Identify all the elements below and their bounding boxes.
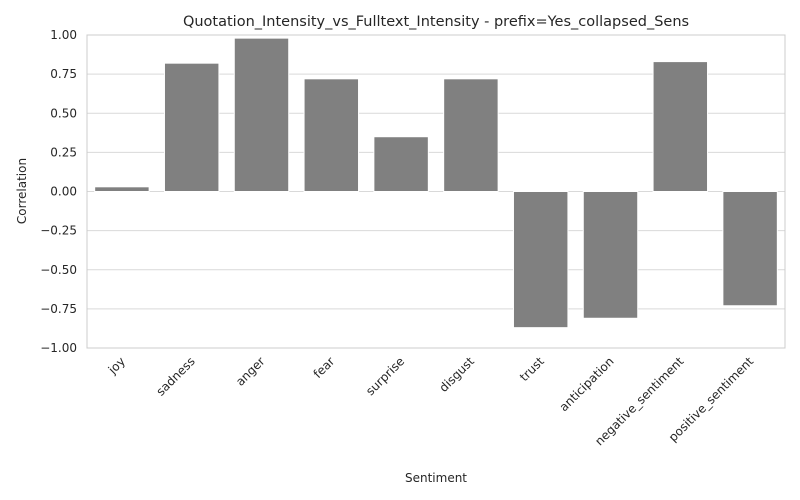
x-tick-label: sadness: [153, 354, 197, 398]
x-tick-label: anger: [233, 354, 268, 389]
bar-sadness: [163, 62, 220, 192]
x-tick-label: anticipation: [557, 354, 617, 414]
bar-anger: [233, 37, 290, 192]
y-tick-label: 1.00: [50, 28, 77, 42]
plot-frame: [86, 34, 786, 349]
y-tick-label: −0.25: [40, 224, 77, 238]
x-tick-label: joy: [105, 354, 128, 377]
y-tick-label: −0.75: [40, 302, 77, 316]
x-tick-label: surprise: [363, 354, 407, 398]
bars: [94, 37, 778, 329]
bar-positive_sentiment: [722, 191, 778, 307]
bar-disgust: [443, 78, 499, 192]
y-tick-label: 0.25: [50, 145, 77, 159]
y-axis-ticks: 1.00 0.75 0.50 0.25 0.00 −0.25 −0.50 −0.75 −1.00: [40, 28, 77, 355]
x-tick-label: trust: [517, 354, 547, 384]
y-tick-label: 0.50: [50, 106, 77, 120]
bar-trust: [512, 191, 569, 329]
bar-anticipation: [582, 191, 639, 319]
bar-joy: [94, 186, 150, 192]
bar-fear: [303, 78, 360, 192]
chart-title: Quotation_Intensity_vs_Fulltext_Intensit…: [183, 14, 689, 30]
bar-negative_sentiment: [652, 61, 709, 193]
y-tick-label: 0.00: [50, 185, 77, 199]
y-tick-label: −1.00: [40, 341, 77, 355]
x-tick-label: fear: [311, 354, 338, 381]
y-axis-label: Correlation: [15, 158, 29, 224]
x-tick-label: disgust: [436, 354, 477, 395]
y-tick-label: −0.50: [40, 263, 77, 277]
x-axis-ticks: joy sadness anger fear surprise disgust trust a…: [105, 354, 757, 448]
x-axis-label: Sentiment: [405, 471, 467, 485]
bar-surprise: [373, 136, 429, 193]
y-tick-label: 0.75: [50, 67, 77, 81]
